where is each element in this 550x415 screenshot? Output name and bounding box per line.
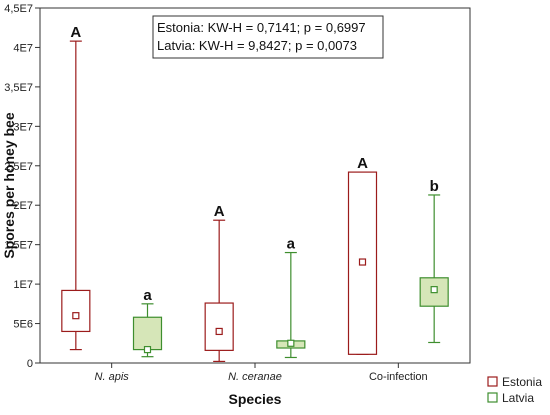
y-tick-label: 0 xyxy=(27,358,33,370)
box-latvia-1: a xyxy=(276,236,306,359)
significance-letter: a xyxy=(143,287,152,304)
annotation-line: Latvia: KW-H = 9,8427; p = 0,0073 xyxy=(157,38,357,53)
y-tick-label: 2E7 xyxy=(13,200,33,212)
box-iqr xyxy=(61,289,91,333)
box-iqr xyxy=(204,302,234,351)
median-marker xyxy=(215,327,223,336)
median-marker xyxy=(287,339,295,347)
significance-letter: b xyxy=(430,178,439,195)
boxes: A A Aa a b xyxy=(61,24,449,363)
y-tick-label: 5E6 xyxy=(13,319,33,331)
legend-swatch-latvia xyxy=(487,392,498,403)
box-estonia-0: A xyxy=(61,24,91,351)
y-tick-label: 1,5E7 xyxy=(4,240,33,252)
significance-letter: A xyxy=(357,155,368,172)
significance-letter: A xyxy=(214,203,225,220)
box-iqr xyxy=(419,277,449,307)
legend-label-estonia: Estonia xyxy=(502,375,542,389)
plot-frame xyxy=(39,7,471,364)
box-iqr xyxy=(132,316,163,351)
legend-label-latvia: Latvia xyxy=(502,391,534,405)
legend-swatch-estonia xyxy=(487,376,498,387)
annotation-line: Estonia: KW-H = 0,7141; p = 0,6997 xyxy=(157,20,366,35)
annotation-box xyxy=(152,15,384,59)
box-latvia-0: a xyxy=(132,287,163,358)
median-marker xyxy=(358,258,367,266)
significance-letter: a xyxy=(287,236,296,253)
y-axis: 0 5E6 1E7 1,5E7 2E7 2,5E7 3E7 3,5E7 4E7 4,5E7 xyxy=(4,3,40,370)
x-tick-label: N. ceranae xyxy=(228,371,282,383)
x-tick-label: Co-infection xyxy=(369,371,428,383)
box-latvia-2: b xyxy=(419,178,449,344)
legend: Estonia Latvia xyxy=(487,375,542,405)
y-tick-label: 2,5E7 xyxy=(4,161,33,173)
median-marker xyxy=(430,286,438,294)
box-estonia-2: A xyxy=(347,155,378,355)
y-tick-label: 4,5E7 xyxy=(4,3,33,15)
median-marker xyxy=(72,312,80,320)
y-tick-label: 4E7 xyxy=(13,42,33,54)
y-tick-label: 3,5E7 xyxy=(4,82,33,94)
y-axis-title: Spores per honey bee xyxy=(1,112,17,258)
significance-letter: A xyxy=(70,24,81,41)
x-axis: N. apis N. ceranae Co-infection xyxy=(95,363,428,383)
median-marker xyxy=(143,345,152,354)
x-axis-title: Species xyxy=(229,391,282,407)
x-tick-label: N. apis xyxy=(95,371,130,383)
stats-annotation: Estonia: KW-H = 0,7141; p = 0,6997 Latvia… xyxy=(152,15,384,59)
y-tick-label: 3E7 xyxy=(13,121,33,133)
box-estonia-1: A xyxy=(204,203,234,363)
y-tick-label: 1E7 xyxy=(13,279,33,291)
